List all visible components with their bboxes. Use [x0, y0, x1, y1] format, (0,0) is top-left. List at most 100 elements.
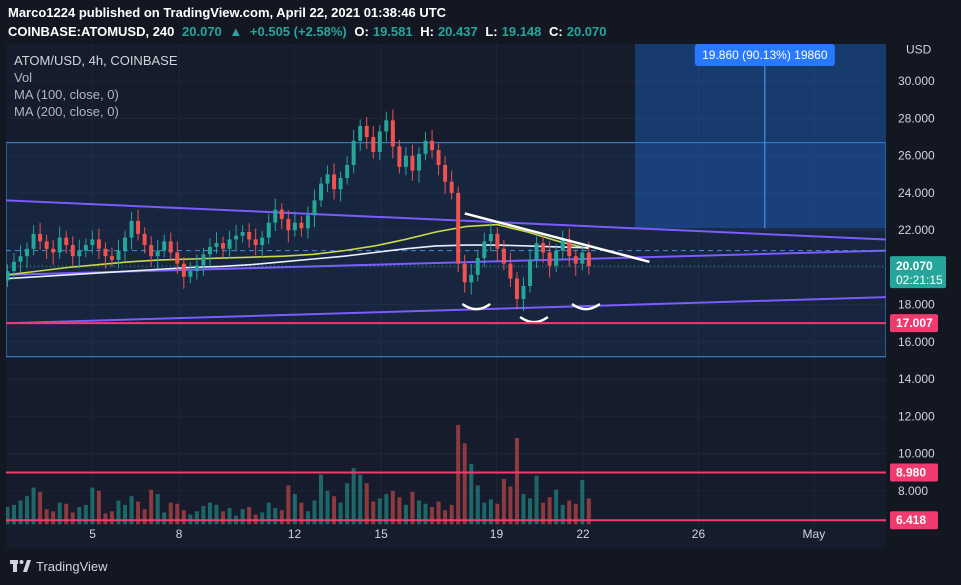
candle-body — [423, 140, 428, 154]
close-value: 20.070 — [566, 24, 607, 39]
candle-body — [488, 233, 493, 242]
candle-body — [77, 250, 82, 257]
candle-body — [109, 256, 114, 260]
candle-body — [142, 233, 147, 246]
last-price: 20.070 — [182, 24, 222, 39]
volume-bar — [325, 490, 330, 525]
low-label: L: — [485, 24, 498, 39]
volume-bar — [384, 494, 389, 525]
candle-body — [234, 235, 239, 240]
ohlc-line: COINBASE:ATOMUSD, 240 20.070 ▲ +0.505 (+… — [8, 24, 611, 39]
low-value: 19.148 — [501, 24, 542, 39]
volume-bar — [390, 490, 395, 525]
price-tick-label: 26.000 — [898, 149, 935, 163]
candle-body — [547, 252, 552, 266]
candle-body — [149, 245, 154, 257]
volume-bar — [292, 494, 297, 525]
volume-bar — [508, 486, 513, 525]
open-label: O: — [354, 24, 369, 39]
candle-body — [528, 259, 533, 286]
volume-bar — [31, 487, 36, 525]
current-price-label: 20.070 — [896, 259, 933, 273]
candle-body — [495, 233, 500, 249]
time-tick-label: May — [803, 527, 826, 541]
candle-body — [318, 183, 323, 201]
candle-body — [273, 209, 278, 223]
candle-body — [38, 233, 43, 242]
volume-bar — [260, 512, 265, 525]
volume-bar — [462, 443, 467, 525]
candle-body — [358, 125, 363, 141]
volume-bar — [332, 496, 337, 525]
time-tick-label: 12 — [288, 527, 302, 541]
candle-body — [554, 250, 559, 266]
time-tick-label: 22 — [576, 527, 590, 541]
ma100-line — [7, 223, 590, 276]
candle-body — [403, 155, 408, 167]
price-level-label: 8.980 — [896, 466, 926, 480]
candle-body — [11, 261, 16, 272]
symbol-label: COINBASE:ATOMUSD, 240 — [8, 24, 175, 39]
candle-body — [260, 237, 265, 246]
plot-background — [6, 44, 886, 548]
volume-bar — [266, 502, 271, 525]
channel-lower-line — [6, 296, 887, 325]
candle-body — [123, 237, 128, 251]
candle-body — [508, 263, 513, 279]
volume-bar — [83, 504, 88, 525]
grid — [6, 44, 886, 528]
candle-body — [410, 155, 415, 171]
candle-body — [57, 237, 62, 253]
candle-body — [430, 140, 435, 151]
candle-body — [96, 239, 101, 249]
candle-body — [240, 232, 245, 236]
volume-bar — [469, 463, 474, 525]
volume-bar — [103, 513, 108, 525]
volume-bar — [207, 502, 212, 525]
candle-body — [521, 286, 526, 300]
price-axis-ticks: 8.00010.00012.00014.00016.00018.00020.00… — [898, 44, 935, 498]
volume-bar — [64, 503, 69, 525]
channel-mid-line — [6, 249, 887, 276]
legend-ma200: MA (200, close, 0) — [14, 104, 119, 119]
legend-ma100: MA (100, close, 0) — [14, 87, 119, 102]
volume-bar — [6, 507, 10, 525]
candle-body — [214, 243, 219, 247]
candle-body — [351, 140, 356, 165]
candle-body — [449, 181, 454, 193]
tradingview-brand[interactable]: TradingView — [36, 559, 108, 574]
volume-bar — [77, 507, 82, 525]
candle-body — [475, 258, 480, 275]
volume-bar — [279, 510, 284, 525]
candle-body — [6, 271, 10, 281]
time-tick-label: 26 — [692, 527, 706, 541]
measure-badge — [694, 44, 835, 66]
candle-body — [482, 241, 487, 259]
candle-body — [18, 256, 23, 262]
tradingview-logo-icon[interactable] — [10, 558, 32, 574]
price-tick-label: 10.000 — [898, 447, 935, 461]
candle-body — [25, 248, 30, 257]
volume-bars — [6, 424, 591, 525]
price-tick-label: 16.000 — [898, 335, 935, 349]
candle-body — [456, 192, 461, 264]
volume-bar — [423, 503, 428, 525]
volume-bar — [194, 511, 199, 525]
volume-bar — [495, 503, 500, 525]
volume-bar — [201, 505, 206, 525]
candle-body — [580, 252, 585, 264]
volume-bar — [410, 491, 415, 525]
candle-body — [560, 239, 565, 251]
volume-bar — [436, 501, 441, 525]
candle-body — [155, 250, 160, 257]
volume-bar — [175, 503, 180, 525]
price-chart[interactable]: 19.860 (90.13%) 19860 8.00010.00012.0001… — [6, 44, 961, 548]
candle-body — [371, 137, 376, 152]
volume-bar — [318, 474, 323, 525]
volume-bar — [430, 507, 435, 525]
candles — [6, 109, 591, 312]
volume-bar — [377, 498, 382, 525]
candle-body — [462, 263, 467, 283]
candle-body — [384, 120, 389, 132]
volume-bar — [129, 496, 134, 525]
